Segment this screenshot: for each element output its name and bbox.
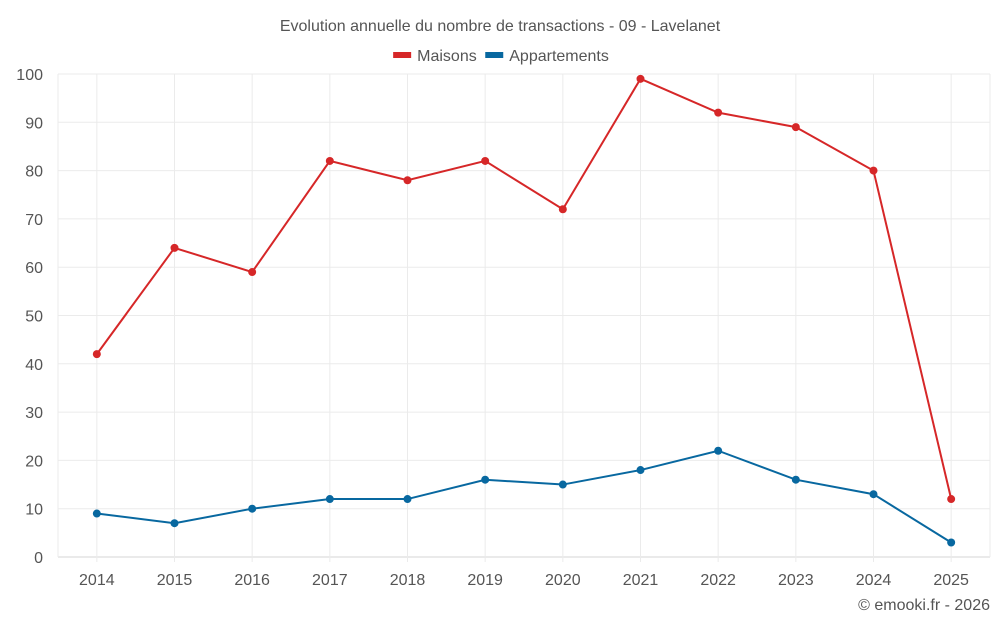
data-point[interactable] <box>636 466 645 475</box>
x-tick-label: 2019 <box>467 572 503 589</box>
data-point[interactable] <box>869 166 878 175</box>
x-tick-label: 2022 <box>700 572 736 589</box>
data-point[interactable] <box>248 504 257 513</box>
series-maisons <box>92 74 956 504</box>
data-point[interactable] <box>481 475 490 484</box>
credit-text: © emooki.fr - 2026 <box>858 597 990 614</box>
data-point[interactable] <box>92 509 101 518</box>
x-tick-label: 2024 <box>856 572 892 589</box>
series-line <box>96 449 952 544</box>
data-point[interactable] <box>714 446 723 455</box>
data-point[interactable] <box>791 475 800 484</box>
y-tick-label: 40 <box>25 357 43 374</box>
y-tick-label: 100 <box>16 67 43 84</box>
data-point[interactable] <box>403 495 412 504</box>
data-point[interactable] <box>403 176 412 185</box>
grid <box>57 73 991 562</box>
chart-title: Evolution annuelle du nombre de transact… <box>280 18 721 35</box>
series-appartements <box>92 446 956 547</box>
data-point[interactable] <box>248 268 257 277</box>
y-tick-label: 80 <box>25 164 43 181</box>
x-tick-label: 2021 <box>623 572 659 589</box>
y-axis: 0 10 20 30 40 50 60 70 80 90 100 <box>16 67 43 567</box>
data-point[interactable] <box>869 490 878 499</box>
x-tick-label: 2025 <box>933 572 969 589</box>
legend-swatch <box>485 52 504 58</box>
x-tick-label: 2023 <box>778 572 814 589</box>
y-tick-label: 50 <box>25 309 43 326</box>
legend-item-maisons[interactable]: Maisons <box>393 48 477 65</box>
x-tick-label: 2016 <box>234 572 270 589</box>
x-tick-label: 2015 <box>157 572 193 589</box>
y-tick-label: 0 <box>34 550 43 567</box>
data-point[interactable] <box>636 74 645 83</box>
series-line <box>96 77 953 500</box>
data-point[interactable] <box>947 495 956 504</box>
y-tick-label: 70 <box>25 212 43 229</box>
data-point[interactable] <box>947 538 956 547</box>
legend-item-appartements[interactable]: Appartements <box>485 48 609 65</box>
y-tick-label: 20 <box>25 453 43 470</box>
data-point[interactable] <box>170 519 179 528</box>
x-axis: 2014 2015 2016 2017 2018 2019 2020 2021 2022 2023… <box>79 572 969 589</box>
data-point[interactable] <box>170 243 179 252</box>
x-tick-label: 2014 <box>79 572 115 589</box>
legend-label: Maisons <box>417 48 477 65</box>
data-point[interactable] <box>558 480 567 489</box>
series-layer <box>92 74 956 547</box>
legend-label: Appartements <box>509 48 609 65</box>
x-tick-label: 2018 <box>390 572 426 589</box>
legend-swatch <box>393 52 412 58</box>
data-point[interactable] <box>481 156 490 165</box>
y-tick-label: 90 <box>25 115 43 132</box>
data-point[interactable] <box>791 123 800 132</box>
data-point[interactable] <box>325 156 334 165</box>
x-tick-label: 2017 <box>312 572 348 589</box>
data-point[interactable] <box>92 350 101 359</box>
y-tick-label: 30 <box>25 405 43 422</box>
data-point[interactable] <box>558 205 567 214</box>
data-point[interactable] <box>325 495 334 504</box>
legend: Maisons Appartements <box>393 48 609 65</box>
y-tick-label: 10 <box>25 502 43 519</box>
data-point[interactable] <box>714 108 723 117</box>
y-tick-label: 60 <box>25 260 43 277</box>
x-tick-label: 2020 <box>545 572 581 589</box>
